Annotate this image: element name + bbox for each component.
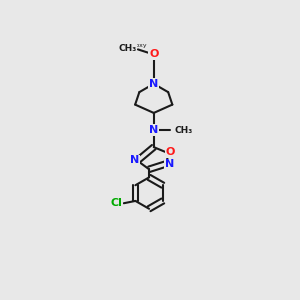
Text: N: N [130,155,139,165]
Text: N: N [149,125,158,135]
Text: Cl: Cl [111,198,123,208]
Text: CH₃: CH₃ [175,125,193,134]
Text: methoxy: methoxy [119,43,147,48]
Text: N: N [149,79,158,89]
Text: CH₃: CH₃ [118,44,137,53]
Text: O: O [166,147,175,157]
Text: O: O [149,50,158,59]
Text: N: N [165,159,174,169]
